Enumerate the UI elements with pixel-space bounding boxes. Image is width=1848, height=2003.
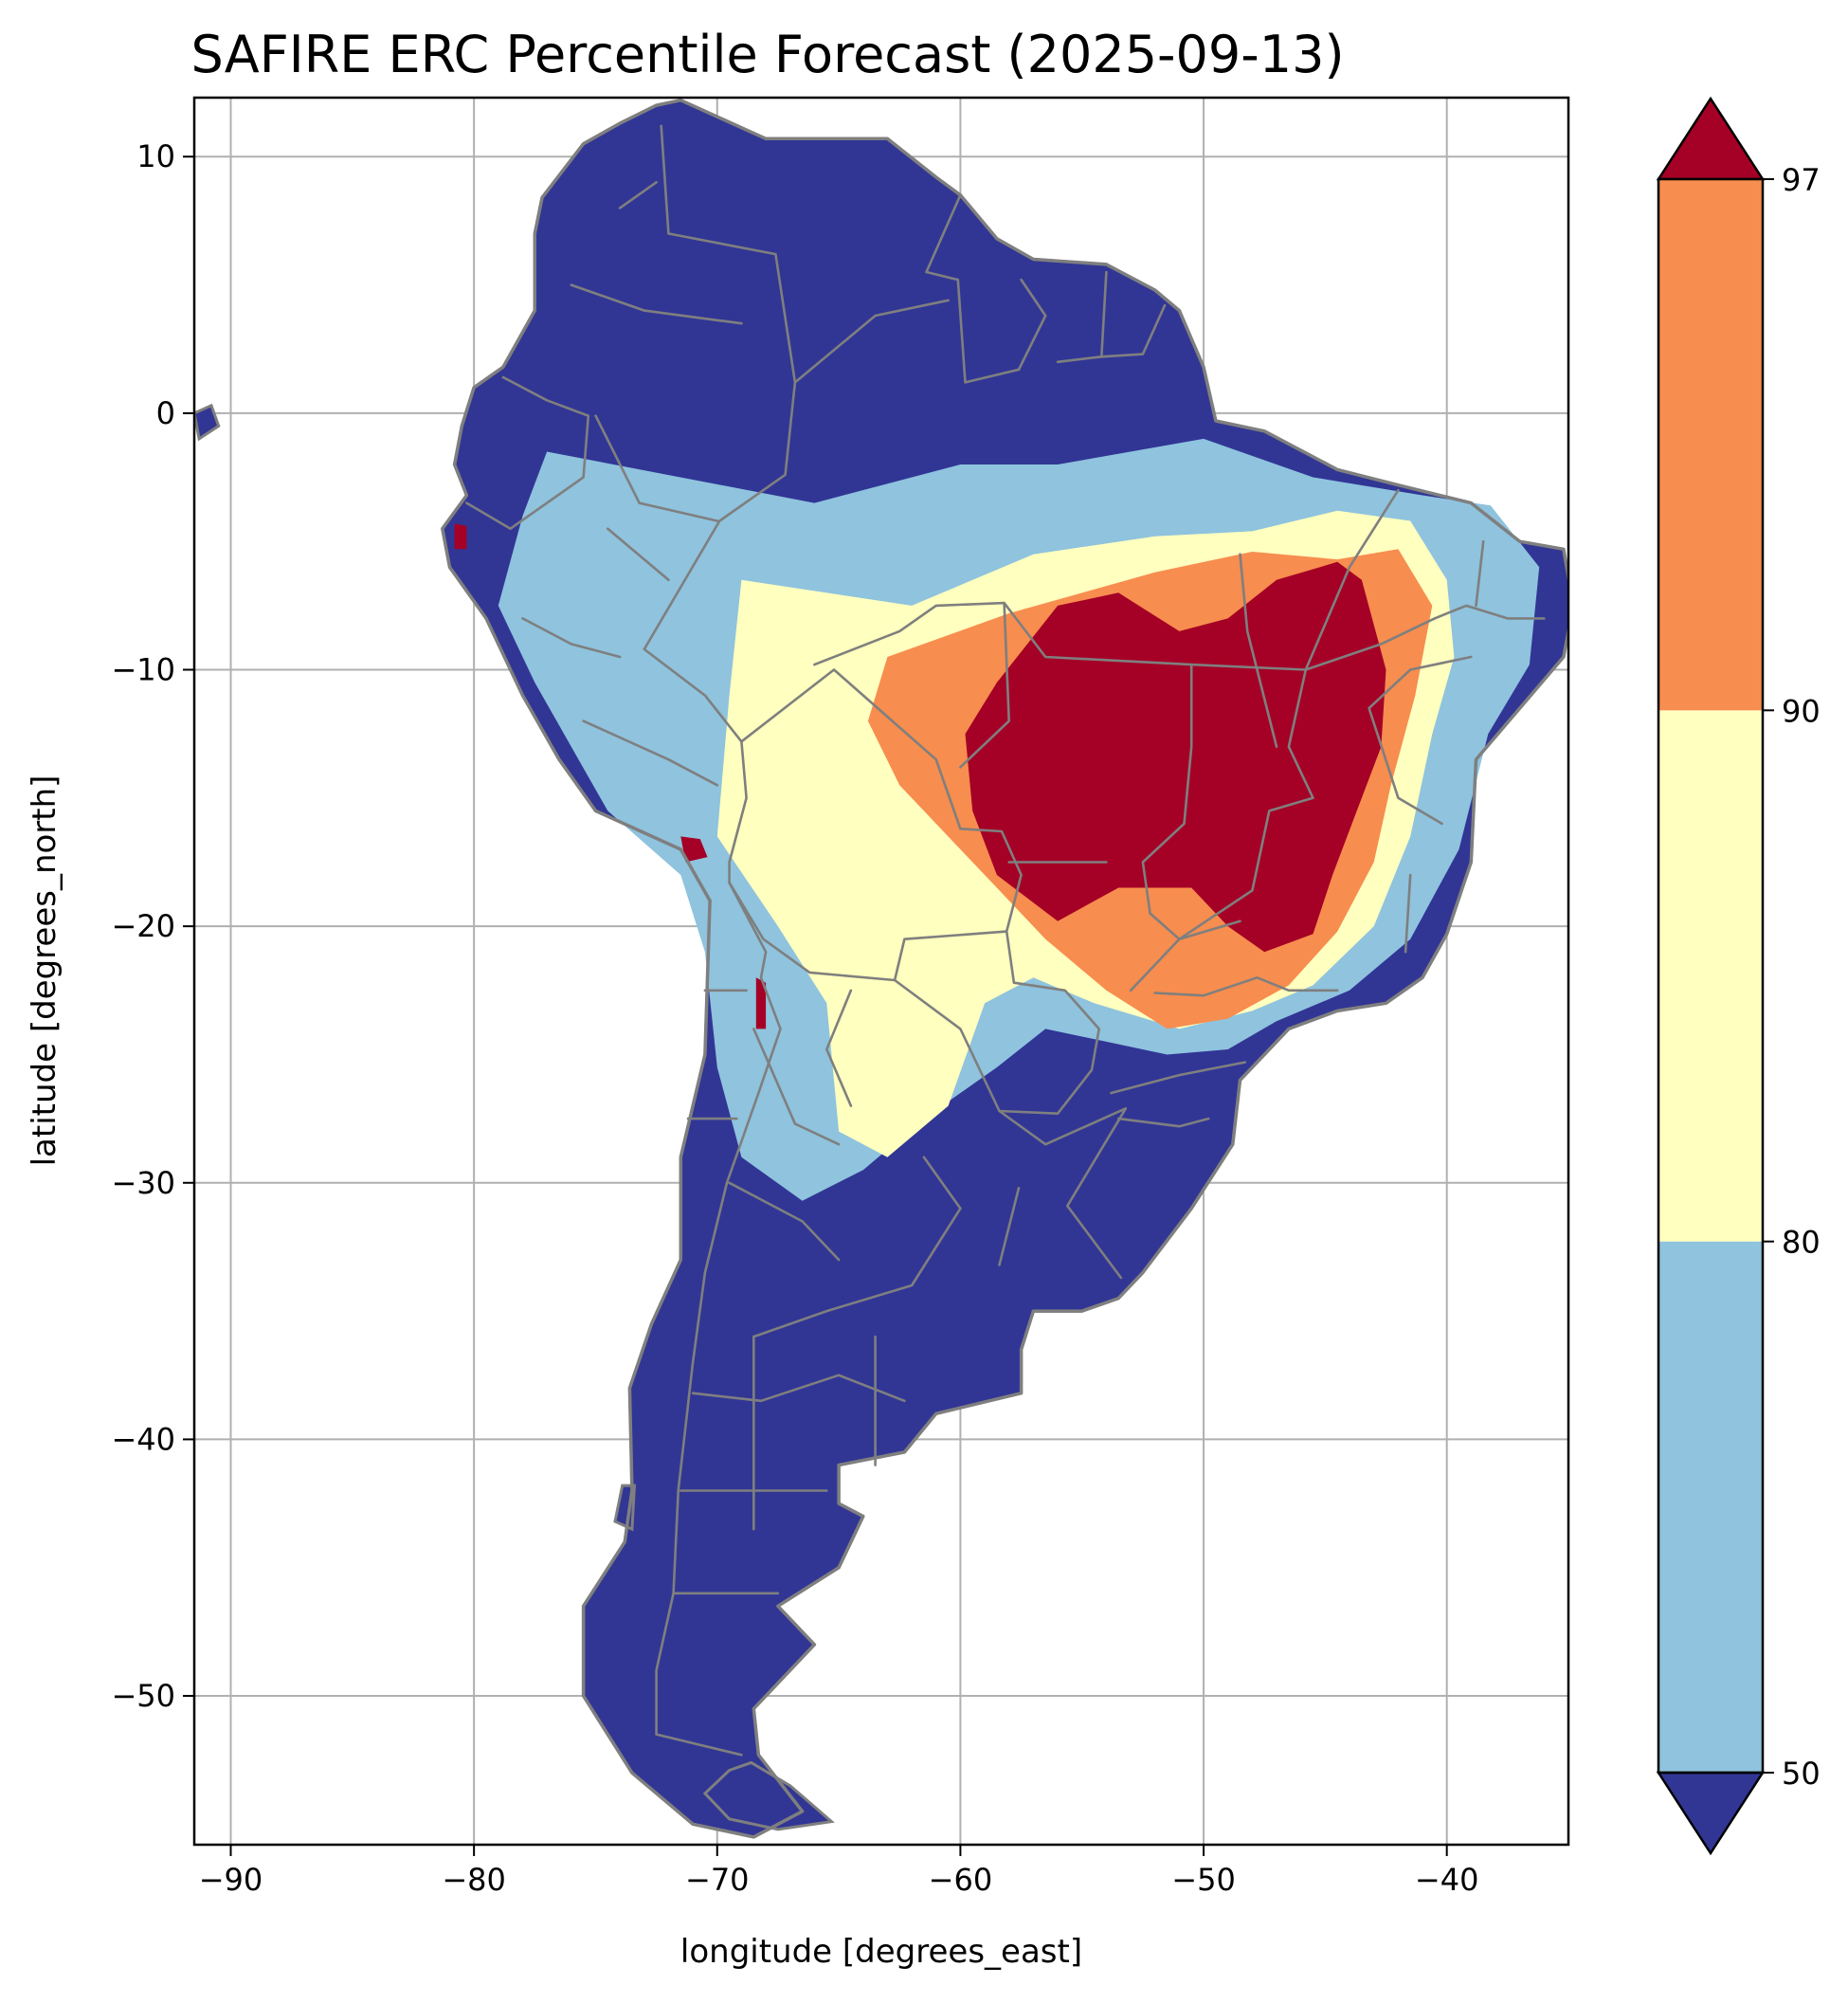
plot-area (194, 98, 1568, 1845)
border-line (1100, 303, 1167, 358)
border-line (618, 181, 658, 209)
border-line (582, 719, 719, 787)
x-tick-label: −70 (685, 1862, 750, 1898)
chart-title: SAFIRE ERC Percentile Forecast (2025-09-… (190, 25, 1344, 84)
border-line (607, 527, 670, 582)
border-line (1433, 604, 1546, 620)
y-tick-label: −20 (111, 908, 175, 944)
colorbar-tick-label: 50 (1782, 1756, 1821, 1792)
colorbar: 50 80 90 97 (1656, 96, 1821, 1856)
border-line (752, 1156, 962, 1338)
island (194, 403, 221, 442)
border-line (1368, 655, 1473, 826)
border-line (465, 375, 590, 530)
x-axis-label: longitude [degrees_east] (680, 1933, 1082, 1971)
border-line (728, 1181, 841, 1262)
x-tick-label: −80 (442, 1862, 506, 1898)
colorbar-frame (1657, 177, 1765, 1775)
border-line (691, 1374, 906, 1403)
border-line (1475, 539, 1485, 608)
border-line (1129, 668, 1314, 992)
border-line (728, 881, 1008, 982)
border-line (998, 1186, 1021, 1266)
border-line (1110, 1061, 1246, 1095)
border-line (825, 989, 853, 1107)
colorbar-tick-label: 97 (1782, 162, 1821, 198)
border-line (998, 1107, 1128, 1280)
region-above-97-patch (680, 836, 708, 863)
x-tick-label: −60 (929, 1862, 993, 1898)
plot-frame (192, 96, 1570, 1847)
border-line (1116, 1117, 1210, 1128)
border-line (959, 601, 1010, 769)
x-tick-label: −50 (1171, 1862, 1236, 1898)
border-line (660, 124, 797, 522)
border-line (1239, 553, 1278, 748)
border-line (740, 668, 1023, 933)
colorbar-extend-min (1656, 1771, 1766, 1856)
border-line (893, 978, 1100, 1115)
border-line (521, 617, 622, 659)
colorbar-tick-label: 90 (1782, 693, 1821, 729)
coastline (441, 98, 1568, 1839)
border-line (655, 881, 782, 1757)
y-tick-label: 10 (136, 138, 175, 174)
border-line (1005, 930, 1100, 1030)
border-line (1304, 488, 1400, 671)
border-line (570, 283, 743, 325)
x-tick-label: −40 (1415, 1862, 1479, 1898)
region-above-97-patch (755, 977, 767, 1029)
region-above-97-patch (454, 523, 467, 550)
border-line (594, 414, 719, 522)
y-tick-label: −50 (111, 1678, 175, 1714)
border-line (925, 193, 1021, 384)
border-line (1017, 278, 1047, 372)
border-line (752, 1028, 841, 1146)
y-tick-label: −40 (111, 1421, 175, 1457)
colorbar-extend-max (1656, 96, 1766, 181)
x-tick-label: −90 (199, 1862, 263, 1898)
colorbar-bin (1658, 179, 1763, 711)
colorbar-bin (1658, 710, 1763, 1242)
y-axis: 10 0 −10 −20 −30 −40 −50 (111, 138, 194, 1714)
country-borders (441, 98, 1568, 1839)
border-line (1153, 976, 1339, 997)
y-tick-label: 0 (156, 395, 175, 431)
y-tick-label: −10 (111, 652, 175, 688)
y-axis-label: latitude [degrees_north] (26, 775, 63, 1167)
border-line (793, 299, 950, 384)
border-line (1404, 873, 1412, 954)
colorbar-tick-label: 80 (1782, 1225, 1821, 1261)
y-tick-label: −30 (111, 1165, 175, 1201)
colorbar-bin (1658, 1241, 1763, 1773)
border-line (813, 601, 1437, 671)
x-axis: −90 −80 −70 −60 −50 −40 (199, 1845, 1479, 1898)
